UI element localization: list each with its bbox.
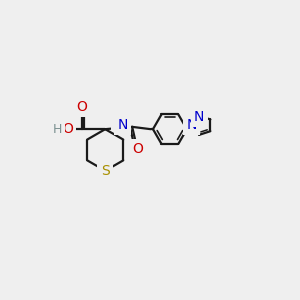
Text: O: O <box>132 142 143 156</box>
Text: N: N <box>186 118 197 131</box>
Text: H: H <box>114 114 123 127</box>
Text: O: O <box>62 122 73 136</box>
Text: N: N <box>117 118 128 132</box>
Text: H: H <box>53 123 62 136</box>
Text: O: O <box>77 100 88 114</box>
Text: S: S <box>101 164 110 178</box>
Text: N: N <box>194 110 204 124</box>
